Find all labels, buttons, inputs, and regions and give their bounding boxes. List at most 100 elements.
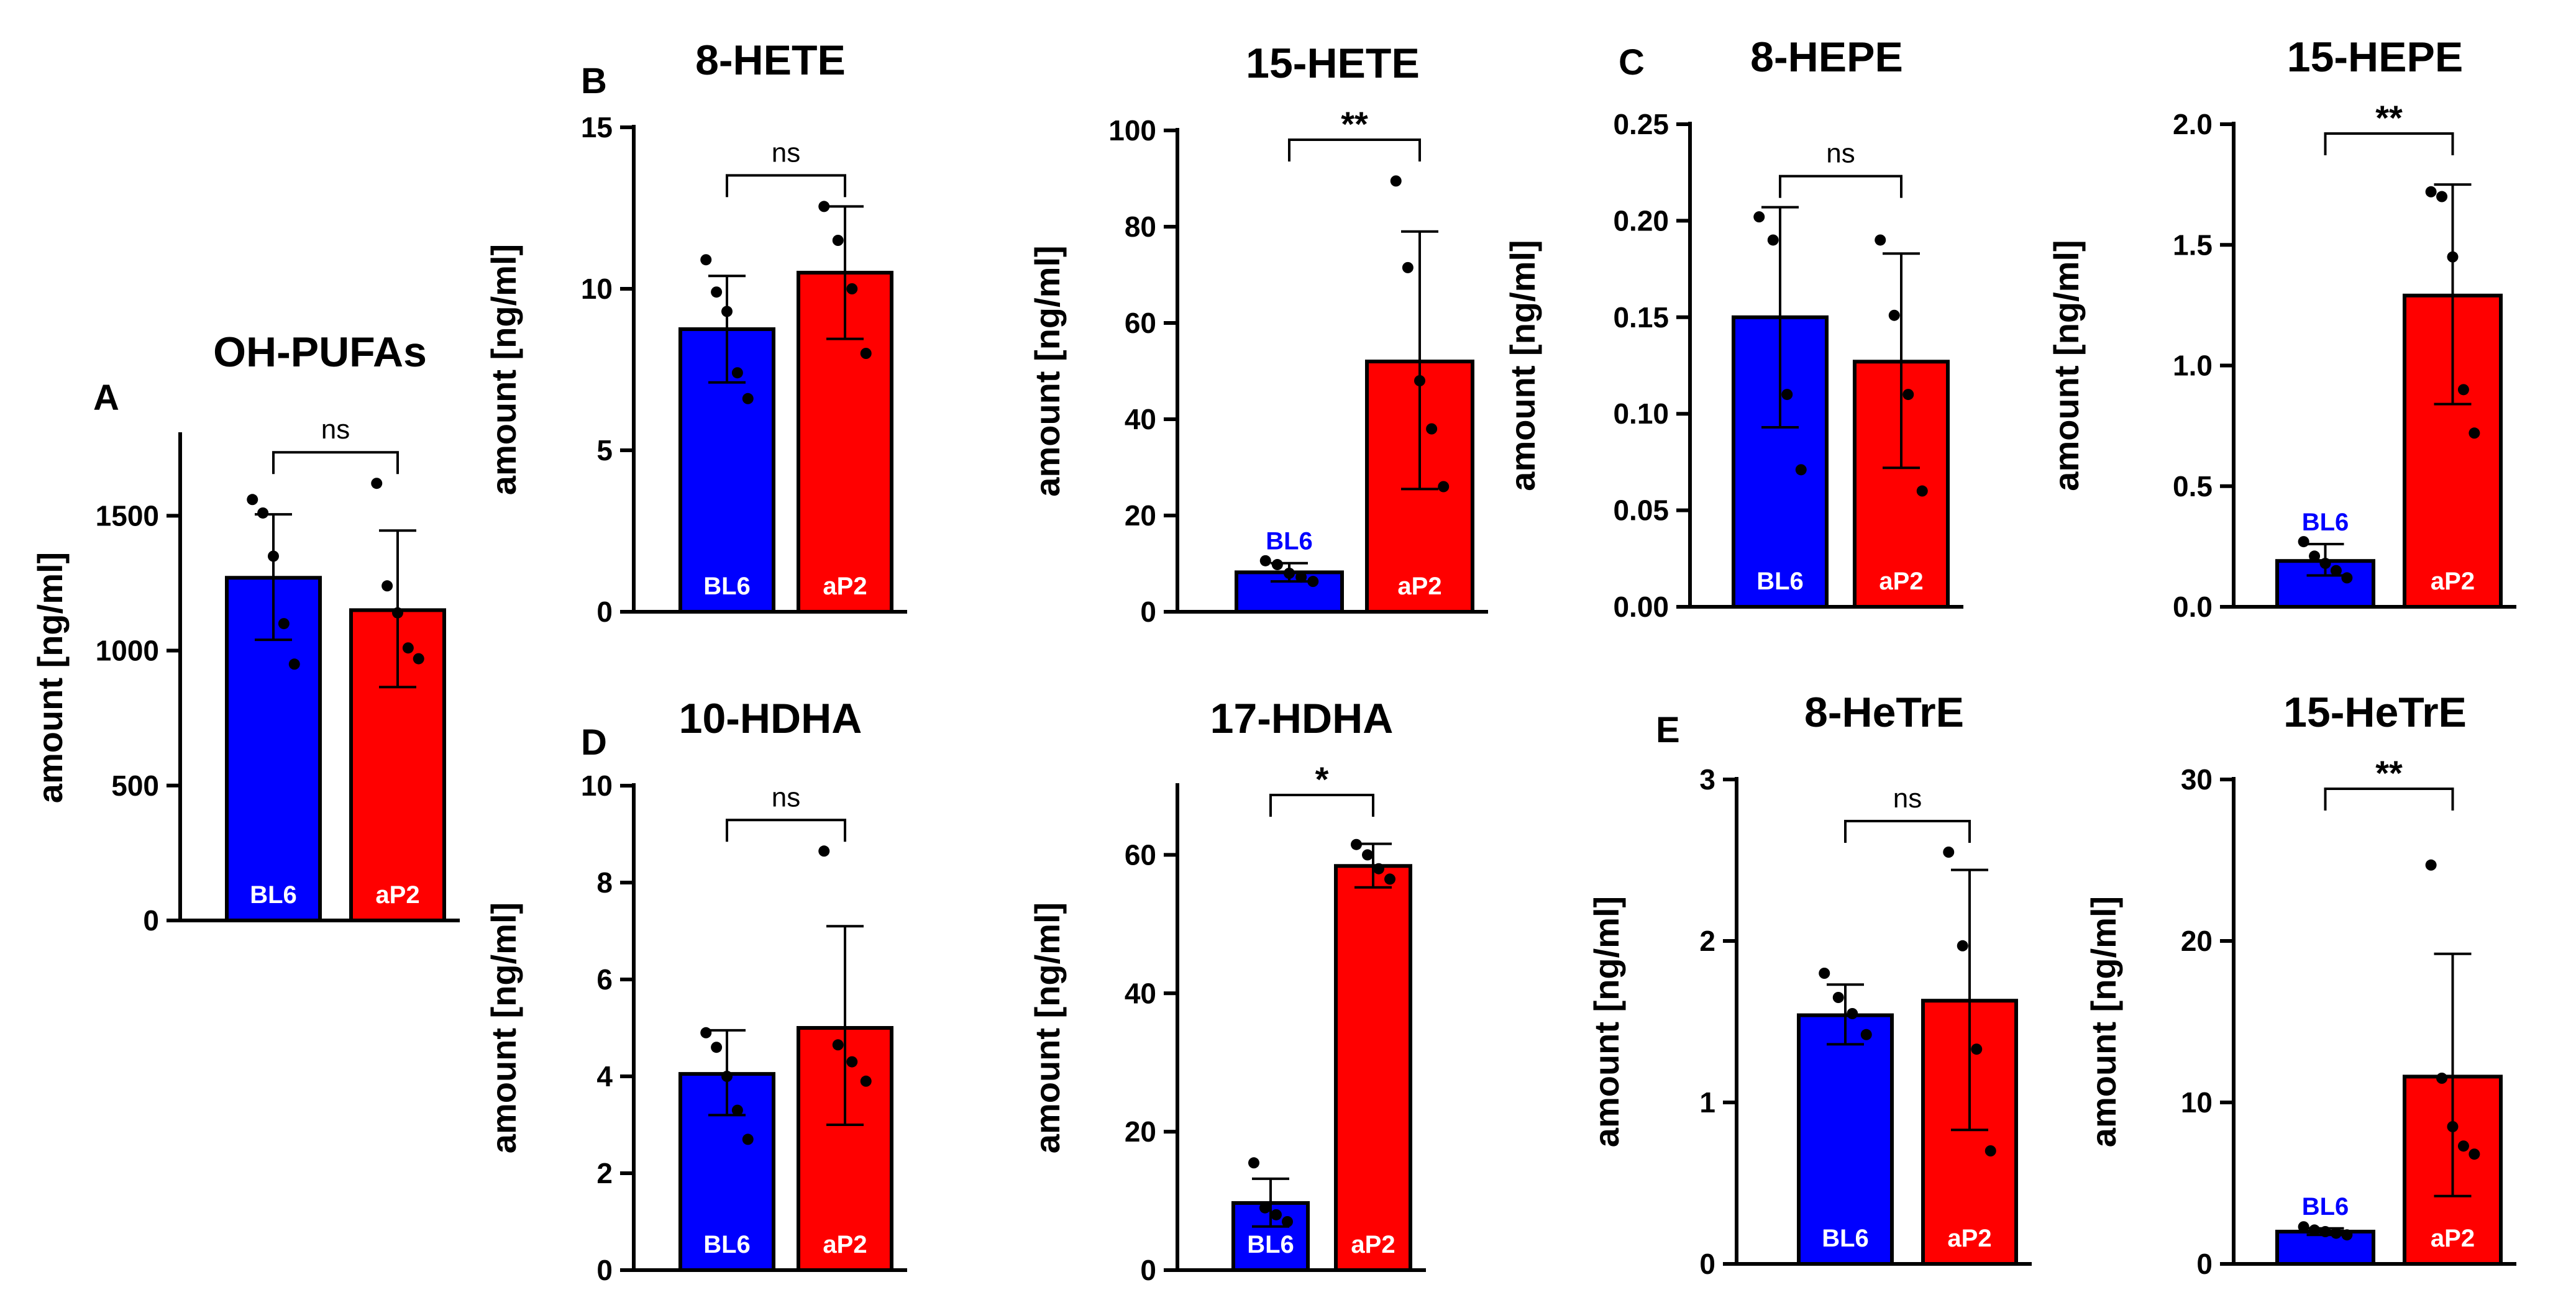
y-tick-label: 0 <box>2196 1248 2213 1280</box>
significance-bracket <box>2324 132 2454 155</box>
data-point <box>1259 555 1271 566</box>
y-tick-label: 6 <box>596 963 613 996</box>
group-label-ap2: aP2 <box>2431 568 2475 595</box>
y-tick-label: 0.5 <box>2173 470 2213 502</box>
y-tick-label: 0 <box>596 596 613 628</box>
significance-bracket <box>1288 139 1421 161</box>
y-tick-label: 80 <box>1125 211 1156 243</box>
data-point <box>1753 211 1765 223</box>
data-point <box>1248 1157 1259 1169</box>
y-tick-label: 8 <box>596 866 613 899</box>
significance-label: ns <box>1893 783 1922 814</box>
y-tick-label: 0.00 <box>1613 591 1669 623</box>
significance-bracket <box>726 819 846 842</box>
y-tick-label: 2 <box>596 1157 613 1189</box>
significance-bracket <box>1269 794 1374 817</box>
y-tick-label: 40 <box>1125 403 1156 435</box>
data-point <box>1860 1029 1872 1040</box>
y-tick-label: 20 <box>2181 925 2213 957</box>
panel-a: A OH-PUFAs amount [ng/ml] 0 500 1000 1500 BL6 aP… <box>30 329 460 937</box>
data-point <box>1916 485 1928 497</box>
data-point <box>1351 838 1362 850</box>
panel-c2: 15-HEPE amount [ng/ml] 0.0 0.5 1.0 1.5 2.0 BL6 a… <box>2047 34 2516 623</box>
data-point <box>1295 571 1307 583</box>
y-tick-label: 0 <box>1140 1254 1156 1286</box>
data-point <box>721 1071 733 1082</box>
data-point <box>1373 863 1384 874</box>
y-tick-label: 1500 <box>96 499 159 532</box>
group-label-bl6: BL6 <box>1822 1225 1869 1252</box>
data-point <box>2457 384 2469 396</box>
y-tick-label: 0 <box>1140 596 1156 628</box>
y-axis-label: amount [ng/ml] <box>2047 240 2086 491</box>
data-point <box>2425 186 2437 198</box>
chart-title: 8-HEPE <box>1750 34 1903 81</box>
data-point <box>2457 1140 2469 1152</box>
data-point <box>700 1027 712 1038</box>
significance-label: ns <box>1826 139 1855 169</box>
group-label-bl6: BL6 <box>1756 568 1804 595</box>
panel-c1: C 8-HEPE amount [ng/ml] 0.00 0.05 0.10 0.15 0.2… <box>1503 34 1963 623</box>
data-point <box>1271 1209 1282 1220</box>
y-axis-label: amount [ng/ml] <box>484 244 523 495</box>
y-tick-label: 0.10 <box>1613 397 1669 430</box>
data-point <box>1307 576 1319 588</box>
y-tick-label: 500 <box>111 770 159 802</box>
data-point <box>2425 859 2437 871</box>
y-axis-label: amount [ng/ml] <box>30 552 70 803</box>
significance-bracket <box>2324 788 2454 811</box>
group-label-bl6: BL6 <box>1247 1231 1294 1258</box>
y-axis-label: amount [ng/ml] <box>1587 896 1626 1147</box>
chart-title: OH-PUFAs <box>213 329 427 376</box>
data-point <box>2319 558 2331 570</box>
y-axis-label: amount [ng/ml] <box>1503 240 1542 491</box>
data-point <box>1284 568 1295 579</box>
data-point <box>711 1042 723 1053</box>
y-tick-label: 0.25 <box>1613 108 1669 140</box>
data-point <box>1438 481 1450 493</box>
bar-bl6 <box>1797 1013 1894 1266</box>
group-label-bl6: BL6 <box>703 573 751 600</box>
chart-title: 17-HDHA <box>1210 695 1394 742</box>
data-point <box>731 1104 743 1116</box>
panel-letter: A <box>93 378 119 418</box>
data-point <box>268 550 279 562</box>
data-point <box>860 1075 872 1087</box>
data-point <box>1384 873 1395 885</box>
data-point <box>257 507 269 519</box>
group-label-ap2: aP2 <box>2431 1225 2475 1252</box>
data-point <box>1957 940 1968 952</box>
panel-b2: 15-HETE amount [ng/ml] 0 20 40 60 80 100 BL6 aP2 *… <box>1028 40 1488 628</box>
y-tick-label: 1.5 <box>2173 229 2213 261</box>
y-tick-label: 15 <box>581 111 613 143</box>
data-point <box>381 580 393 592</box>
panel-letter: D <box>581 722 607 763</box>
data-point <box>392 607 403 619</box>
data-point <box>818 201 830 212</box>
data-point <box>711 286 723 298</box>
chart-title: 8-HeTrE <box>1804 689 1964 736</box>
y-axis-label: amount [ng/ml] <box>2084 896 2123 1147</box>
chart-title: 15-HEPE <box>2287 34 2463 81</box>
panel-d2: 17-HDHA amount [ng/ml] 0 20 40 60 BL6 aP2 * <box>1028 695 1426 1286</box>
data-point <box>742 393 754 404</box>
data-point <box>1767 234 1779 246</box>
significance-bracket <box>272 451 399 475</box>
data-point <box>278 618 290 630</box>
data-point <box>288 658 300 670</box>
data-point <box>1943 847 1955 858</box>
y-tick-label: 1.0 <box>2173 350 2213 382</box>
data-point <box>1362 849 1373 861</box>
data-point <box>721 306 733 317</box>
significance-bracket <box>1779 175 1902 198</box>
data-point <box>2330 1227 2342 1239</box>
y-tick-label: 10 <box>2181 1086 2213 1119</box>
y-tick-label: 10 <box>581 273 613 305</box>
panel-e1: E 8-HeTrE amount [ng/ml] 0 1 2 3 BL6 aP2 ns <box>1587 689 2032 1280</box>
data-point <box>1971 1043 1983 1055</box>
group-label-ap2: aP2 <box>375 881 419 909</box>
chart-title: 15-HETE <box>1246 40 1420 87</box>
data-point <box>742 1133 754 1145</box>
panel-letter: B <box>581 61 607 101</box>
data-point <box>1847 1008 1858 1019</box>
